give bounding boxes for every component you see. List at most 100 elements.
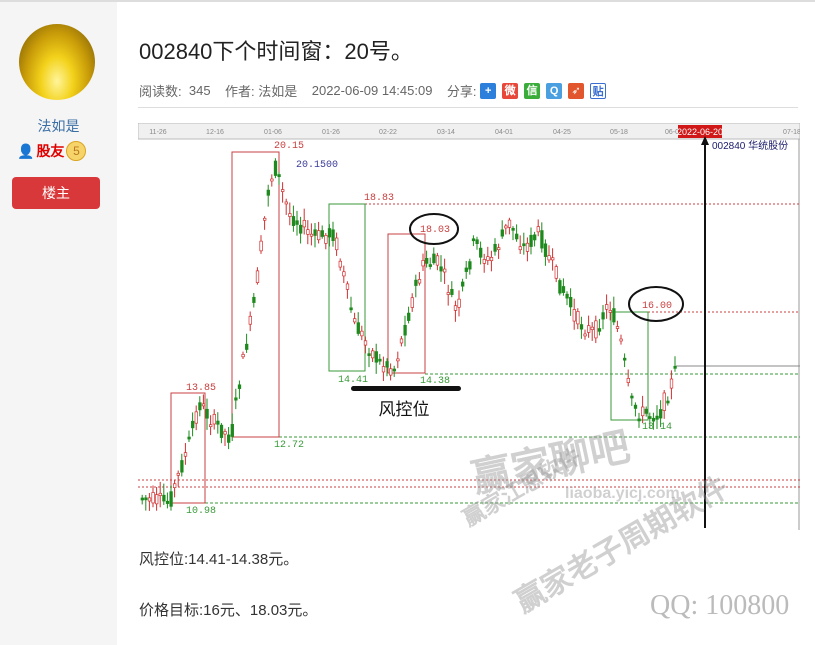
candle xyxy=(468,261,472,270)
candle xyxy=(475,239,479,244)
candle xyxy=(569,296,573,308)
author-label: 作者: xyxy=(225,84,255,99)
candle xyxy=(504,225,508,229)
candle xyxy=(659,409,663,419)
top-divider xyxy=(0,0,815,2)
weibo-icon[interactable]: 微 xyxy=(502,82,519,99)
date-tick: 11-26 xyxy=(149,129,166,136)
candle xyxy=(673,365,677,369)
candle xyxy=(201,403,206,407)
candle xyxy=(471,238,476,242)
candle xyxy=(230,424,234,437)
candle xyxy=(353,318,357,323)
author-sidebar: 法如是 👤 股友 5 楼主 xyxy=(0,2,117,645)
candle xyxy=(151,492,155,504)
rank-label: 股友 xyxy=(36,143,65,159)
candle xyxy=(450,288,454,295)
risk-annotation: 风控位 xyxy=(379,400,430,419)
candle xyxy=(435,255,440,266)
avatar[interactable] xyxy=(19,24,95,100)
candle xyxy=(457,298,461,308)
candle xyxy=(198,402,202,411)
label-18.03: 18.03 xyxy=(420,225,450,236)
highlight-date: 2022-06-20 xyxy=(677,127,723,137)
range-box-4 xyxy=(387,233,426,374)
plus-icon[interactable]: + xyxy=(480,82,497,99)
candle xyxy=(410,297,414,308)
candle xyxy=(227,434,231,443)
candle xyxy=(615,326,620,329)
label-13.85: 13.85 xyxy=(186,383,216,394)
candle xyxy=(443,268,447,273)
candle xyxy=(565,293,569,299)
candle xyxy=(486,256,490,261)
watermark-qq: QQ: 100800 xyxy=(650,590,790,621)
candle xyxy=(248,315,252,325)
candle xyxy=(147,497,152,502)
risk-underline xyxy=(351,386,461,391)
author-link[interactable]: 法如是 xyxy=(258,84,298,99)
candle xyxy=(245,343,249,350)
tieba-icon[interactable]: 贴 xyxy=(590,82,607,99)
candle xyxy=(183,452,188,457)
share-label: 分享: xyxy=(446,84,477,99)
candle xyxy=(259,240,263,252)
date-tick: 01-26 xyxy=(322,129,340,136)
candle xyxy=(597,328,602,332)
candle xyxy=(223,431,227,435)
candle xyxy=(327,228,332,238)
candle xyxy=(342,271,346,277)
candle xyxy=(317,230,321,241)
candle xyxy=(158,492,162,496)
candle xyxy=(335,237,339,251)
date-tick: 04-25 xyxy=(553,129,571,136)
candle xyxy=(234,397,238,401)
candle xyxy=(453,305,458,311)
candle xyxy=(547,255,551,261)
candle xyxy=(302,220,306,228)
candle xyxy=(497,247,501,251)
candle xyxy=(626,378,630,383)
candle xyxy=(648,416,652,419)
candle xyxy=(482,259,486,264)
candle xyxy=(439,266,443,272)
candle xyxy=(432,253,436,264)
candle xyxy=(313,229,317,236)
candle xyxy=(515,233,519,240)
label-high: 20.15 xyxy=(274,141,304,152)
wechat-icon[interactable]: 信 xyxy=(524,82,541,99)
price-target-text: 价格目标:16元、18.03元。 xyxy=(139,602,318,619)
candle xyxy=(241,354,245,358)
candle xyxy=(381,366,386,373)
candle xyxy=(392,368,396,372)
date-axis xyxy=(138,123,800,140)
candle xyxy=(540,230,544,249)
label-16.00: 16.00 xyxy=(642,301,672,312)
candle xyxy=(374,351,378,363)
date-tick: 06-0 xyxy=(665,129,679,136)
candle xyxy=(572,309,576,322)
candle xyxy=(338,260,342,268)
candle xyxy=(533,234,537,241)
candle xyxy=(173,483,177,488)
owner-button[interactable]: 楼主 xyxy=(12,177,100,209)
candle xyxy=(396,358,400,362)
candle xyxy=(266,189,270,196)
candle xyxy=(165,500,170,504)
author-name-link[interactable]: 法如是 xyxy=(37,118,80,134)
candle xyxy=(619,338,623,342)
date-tick: 02-22 xyxy=(379,129,397,136)
range-box-5 xyxy=(610,311,649,421)
candle xyxy=(356,322,360,334)
candle xyxy=(536,226,540,233)
candle xyxy=(144,497,148,501)
risk-level-text: 风控位:14.41-14.38元。 xyxy=(139,551,299,568)
candle xyxy=(349,307,353,311)
tencent-weibo-icon[interactable]: ➶ xyxy=(568,82,585,99)
candle xyxy=(651,417,656,422)
candle xyxy=(389,368,393,376)
candle xyxy=(612,308,616,323)
qq-icon[interactable]: Q xyxy=(546,82,563,99)
candle xyxy=(417,279,422,284)
candle xyxy=(273,160,278,176)
